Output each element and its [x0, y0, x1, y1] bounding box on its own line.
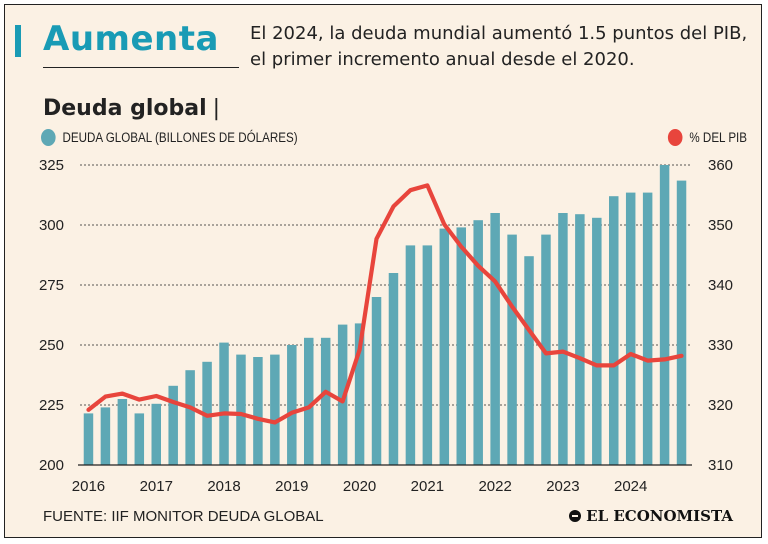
bar: [642, 192, 653, 465]
bar: [202, 361, 212, 465]
bar: [185, 370, 195, 465]
bar: [151, 403, 161, 465]
intro-text: El 2024, la deuda mundial aumentó 1.5 pu…: [250, 23, 748, 70]
y-right-tick-label: 310: [708, 457, 733, 474]
gdp-line: [86, 183, 684, 425]
bar: [405, 245, 416, 465]
bar: [558, 213, 568, 465]
legend-line: % DEL PIB: [667, 129, 747, 146]
x-tick-label: 2018: [207, 478, 240, 495]
x-tick-label: 2016: [72, 478, 105, 495]
chart-title-mark: |: [212, 96, 221, 121]
logo-mark-icon: [569, 510, 582, 522]
bar: [236, 354, 246, 465]
bar: [168, 385, 178, 465]
logo-text: EL ECONOMISTA: [586, 507, 733, 525]
bar: [659, 165, 670, 465]
infographic-card: Aumenta El 2024, la deuda mundial aument…: [4, 4, 762, 538]
bar: [287, 345, 297, 465]
bar: [507, 234, 517, 465]
bar: [524, 256, 534, 465]
x-tick-label: 2022: [478, 478, 511, 495]
legend-bar-label: DEUDA GLOBAL (BILLONES DE DÓLARES): [62, 130, 298, 145]
bar: [304, 337, 314, 465]
bar: [456, 227, 466, 465]
x-tick-label: 2017: [140, 478, 173, 495]
x-tick-label: 2023: [546, 478, 579, 495]
bar: [219, 342, 229, 465]
x-tick-label: 2021: [411, 478, 444, 495]
bar: [575, 214, 585, 465]
bar: [592, 217, 602, 465]
headline: Aumenta: [43, 19, 219, 59]
bar: [100, 407, 111, 465]
legend-line-swatch: [667, 129, 683, 146]
legend-bar-swatch: [41, 129, 56, 146]
legend-line-label: % DEL PIB: [689, 130, 747, 145]
y-left-tick-label: 200: [39, 457, 64, 474]
chart-title-text: Deuda global: [43, 96, 207, 121]
bar: [253, 357, 263, 465]
bar: [490, 213, 500, 465]
source-note: FUENTE: IIF MONITOR DEUDA GLOBAL: [43, 508, 324, 525]
y-right-tick-label: 340: [708, 277, 733, 294]
bar: [625, 192, 636, 465]
chart-title: Deuda global |: [43, 95, 220, 123]
bar: [609, 196, 619, 465]
x-tick-label: 2020: [343, 478, 376, 495]
x-tick-label: 2019: [275, 478, 308, 495]
bar: [422, 245, 433, 465]
y-right-tick-label: 350: [708, 217, 733, 234]
bar: [134, 413, 145, 465]
bar: [676, 180, 687, 465]
y-left-tick-label: 325: [39, 157, 64, 174]
legend-bars: DEUDA GLOBAL (BILLONES DE DÓLARES): [41, 129, 298, 146]
accent-bar: [15, 25, 21, 57]
y-right-tick-label: 320: [708, 397, 733, 414]
x-tick-label: 2024: [614, 478, 647, 495]
bar: [270, 354, 280, 465]
bar: [354, 323, 365, 465]
bar: [371, 297, 382, 465]
bar: [83, 413, 94, 465]
bar: [388, 273, 399, 465]
y-left-tick-label: 225: [39, 397, 64, 414]
headline-rule: [43, 67, 239, 68]
bar: [117, 399, 128, 465]
y-left-tick-label: 275: [39, 277, 64, 294]
y-right-tick-label: 360: [708, 157, 733, 174]
publisher-logo: EL ECONOMISTA: [569, 507, 733, 525]
y-right-tick-label: 330: [708, 337, 733, 354]
y-left-tick-label: 250: [39, 337, 64, 354]
bar: [473, 220, 483, 465]
bar: [320, 337, 331, 465]
y-left-tick-label: 300: [39, 217, 64, 234]
bar: [439, 228, 450, 465]
